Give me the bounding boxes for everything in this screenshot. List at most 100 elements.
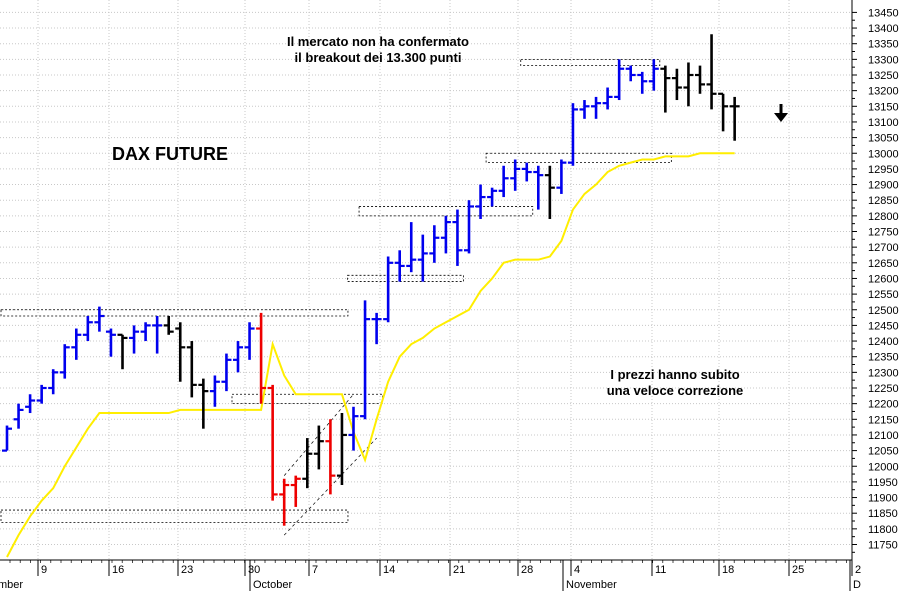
y-tick-label: 13100 (868, 117, 899, 129)
month-label: November (566, 579, 617, 591)
ohlc-bar (59, 344, 70, 379)
ohlc-bar (325, 419, 336, 495)
y-tick-label: 12350 (868, 352, 899, 364)
y-tick-label: 12400 (868, 336, 899, 348)
y-tick-label: 12600 (868, 273, 899, 285)
x-tick-label: 9 (41, 564, 47, 576)
ohlc-bar (533, 165, 544, 210)
ohlc-bar (186, 341, 197, 398)
ohlc-bar (556, 159, 567, 194)
y-tick-label: 12950 (868, 164, 899, 176)
y-tick-label: 13250 (868, 70, 899, 82)
y-tick-label: 12900 (868, 180, 899, 192)
annotation-right: I prezzi hanno subito una veloce correzi… (580, 367, 770, 399)
resistance-zones (0, 58, 672, 523)
ohlc-bar (152, 316, 163, 354)
month-label: D (853, 579, 861, 591)
ohlc-bar (82, 316, 93, 342)
annotation-top-line2: il breakout dei 13.300 punti (294, 50, 462, 65)
ohlc-bar (25, 394, 36, 414)
y-tick-label: 12450 (868, 320, 899, 332)
y-tick-label: 12700 (868, 242, 899, 254)
price-bars (2, 34, 740, 526)
ohlc-bar (464, 200, 474, 254)
ohlc-bar (510, 159, 521, 191)
y-tick-label: 13450 (868, 7, 899, 19)
ohlc-bar (706, 34, 717, 110)
price-zone (485, 152, 672, 164)
x-tick-label: 11 (655, 564, 666, 576)
y-tick-label: 13350 (868, 39, 899, 51)
y-tick-label: 11750 (868, 540, 898, 552)
price-zone (358, 206, 534, 217)
annotation-top: Il mercato non ha confermato il breakout… (260, 34, 496, 66)
ohlc-bar (660, 65, 671, 113)
y-tick-label: 12050 (868, 446, 899, 458)
ohlc-bar (13, 403, 24, 429)
ohlc-bar (602, 87, 613, 110)
x-tick-label: 7 (312, 564, 318, 576)
ohlc-bar (579, 100, 590, 119)
ohlc-bar (498, 165, 509, 198)
x-tick-label: 23 (181, 564, 193, 576)
ohlc-bar (290, 475, 301, 507)
x-tick-label: 4 (574, 564, 580, 576)
x-tick-label: 28 (521, 564, 533, 576)
x-tick-label: 16 (112, 564, 124, 576)
x-tick-label: 18 (722, 564, 734, 576)
ohlc-bar (175, 322, 186, 382)
ohlc-bar (244, 322, 255, 360)
month-label: mber (0, 579, 23, 591)
ohlc-bar (614, 59, 625, 101)
ohlc-bar (440, 215, 451, 254)
ohlc-bar (129, 325, 140, 354)
ohlc-bar (695, 65, 705, 94)
ohlc-bar (394, 250, 405, 282)
ohlc-bar (336, 413, 347, 486)
price-zone (0, 509, 349, 523)
ohlc-bar (371, 312, 382, 345)
y-tick-label: 11800 (868, 524, 898, 536)
x-tick-label: 21 (453, 564, 465, 576)
x-tick-label: 2 (855, 564, 861, 576)
y-tick-label: 13400 (868, 23, 899, 35)
ohlc-bar (637, 71, 648, 94)
y-tick-label: 11900 (868, 493, 898, 505)
y-tick-label: 13000 (868, 148, 899, 160)
moving-average-path (6, 152, 735, 558)
y-tick-label: 12850 (868, 195, 899, 207)
y-tick-label: 12200 (868, 399, 899, 411)
down-arrow-icon (774, 104, 788, 122)
ohlc-bar (348, 406, 359, 451)
ohlc-bar (117, 333, 128, 370)
y-tick-label: 13200 (868, 86, 899, 98)
x-tick-label: 30 (248, 564, 260, 576)
ohlc-bar (267, 384, 278, 501)
y-axis: 11750 11800 11850 11900 11950 12000 12050 12100… (851, 0, 899, 560)
ohlc-bar (429, 225, 440, 263)
ohlc-bar (591, 96, 602, 119)
y-tick-label: 12100 (868, 430, 899, 442)
y-tick-label: 12250 (868, 383, 899, 395)
y-tick-label: 12500 (868, 305, 899, 317)
y-tick-label: 11850 (868, 508, 898, 520)
x-tick-label: 25 (792, 564, 804, 576)
x-tick-label: 14 (383, 564, 395, 576)
annotation-top-line1: Il mercato non ha confermato (286, 34, 470, 49)
ohlc-bar (71, 328, 82, 360)
ohlc-bar (313, 425, 324, 470)
annotation-right-line1: I prezzi hanno subito (610, 367, 740, 382)
ohlc-bar (279, 478, 290, 526)
ohlc-bar (198, 378, 209, 429)
arrow-head (774, 113, 788, 122)
y-tick-label: 12650 (868, 258, 899, 270)
y-tick-label: 12550 (868, 289, 899, 301)
ohlc-bar (209, 375, 220, 407)
ohlc-bar (683, 62, 694, 107)
chart-title: DAX FUTURE (112, 144, 228, 164)
gridlines (0, 0, 853, 560)
ohlc-bar (625, 65, 636, 82)
moving-average-line (6, 152, 735, 558)
ohlc-bar (360, 300, 371, 420)
